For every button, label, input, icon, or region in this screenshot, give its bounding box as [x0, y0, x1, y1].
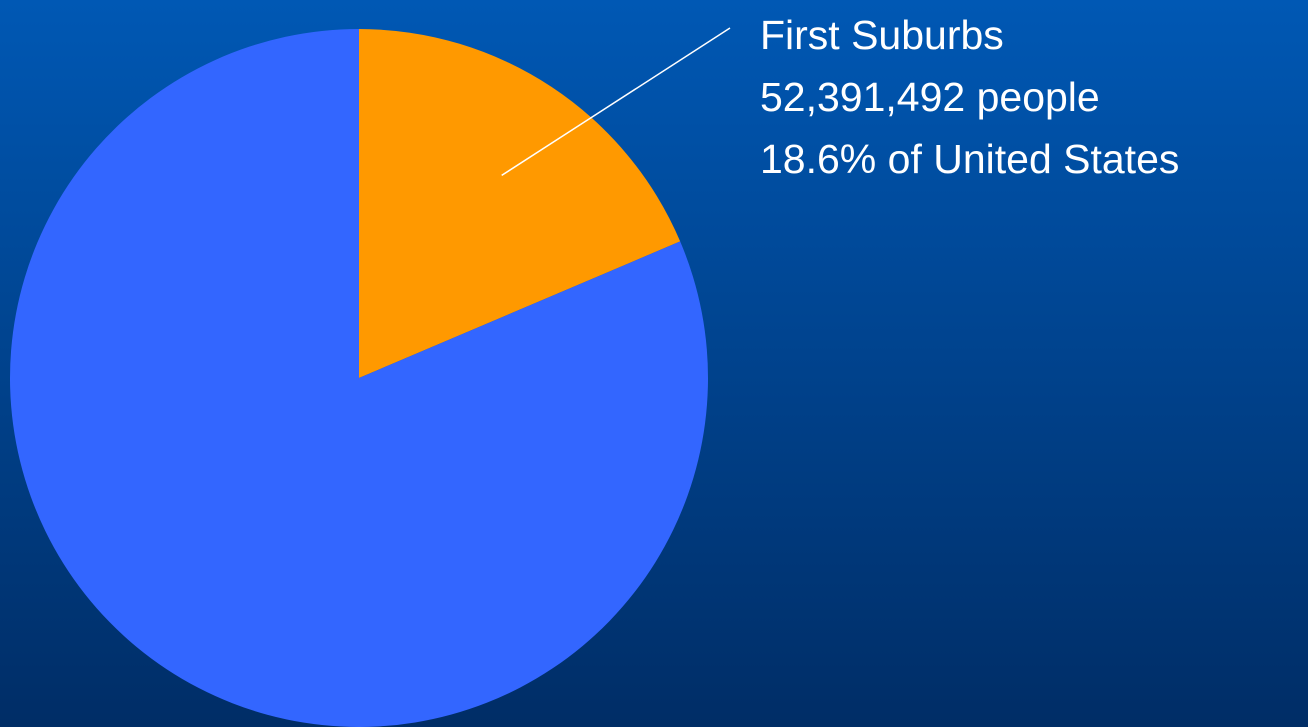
- slice-annotation: 52,391,492 people: [760, 74, 1100, 120]
- pie-slice: [9, 29, 709, 727]
- leader-line: [501, 27, 731, 177]
- pie: [9, 29, 709, 727]
- value-label: 18.6% of United States: [760, 136, 1179, 182]
- labels: First Suburbs 52,391,492 people 18.6% of U…: [501, 12, 1179, 182]
- pie-slice: [359, 29, 681, 378]
- slice-label: First Suburbs: [760, 12, 1004, 58]
